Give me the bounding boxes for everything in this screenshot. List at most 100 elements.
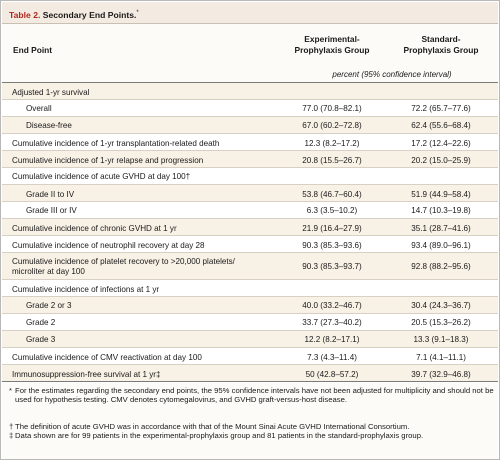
- table-row: Grade 3 12.2 (8.2–17.1) 13.3 (9.1–18.3): [2, 331, 498, 348]
- experimental-value: 12.3 (8.2–17.2): [304, 139, 360, 148]
- row-label-text: Cumulative incidence of chronic GVHD at …: [12, 224, 177, 233]
- table-row: Cumulative incidence of platelet recover…: [2, 253, 498, 280]
- experimental-value: 6.3 (3.5–10.2): [306, 206, 358, 215]
- table-row: Overall 77.0 (70.8–82.1) 72.2 (65.7–77.6): [2, 100, 498, 117]
- row-label-text-continued: microliter at day 100: [12, 266, 85, 276]
- footnote: ‡ Data shown are for 99 patients in the e…: [9, 431, 495, 440]
- table-row: Disease-free 67.0 (60.2–72.8) 62.4 (55.6–6…: [2, 117, 498, 134]
- row-label: Grade 2: [26, 318, 55, 328]
- footnote-mark: ‡: [9, 431, 14, 440]
- experimental-value: 77.0 (70.8–82.1): [302, 104, 362, 113]
- standard-value: 39.7 (32.9–46.8): [411, 370, 471, 379]
- standard-value: 51.9 (44.9–58.4): [411, 190, 471, 199]
- table-row: Cumulative incidence of 1-yr transplanta…: [2, 134, 498, 151]
- row-label: Cumulative incidence of chronic GVHD at …: [12, 224, 177, 234]
- standard-value: 20.5 (15.3–26.2): [411, 318, 471, 327]
- table-title-bar: Table 2. Secondary End Points.*: [2, 2, 498, 24]
- experimental-value: 90.3 (85.3–93.6): [302, 241, 362, 250]
- row-label: Adjusted 1-yr survival: [12, 88, 89, 98]
- table-row: Grade 2 or 3 40.0 (33.2–46.7) 30.4 (24.3–3…: [2, 297, 498, 314]
- table-row: Cumulative incidence of neutrophil recov…: [2, 236, 498, 253]
- footnote-text: Data shown are for 99 patients in the ex…: [15, 431, 424, 440]
- standard-value: 7.1 (4.1–11.1): [416, 353, 466, 362]
- row-label-text: Cumulative incidence of neutrophil recov…: [12, 241, 205, 250]
- row-label-text: Cumulative incidence of acute GVHD at da…: [12, 172, 191, 181]
- row-label-text: Disease-free: [26, 121, 72, 130]
- footnotes: * For the estimates regarding the seconda…: [2, 383, 498, 459]
- standard-value: 17.2 (12.4–22.6): [411, 139, 471, 148]
- table-title-footnote-mark: *: [136, 10, 139, 16]
- row-label-text: Cumulative incidence of platelet recover…: [12, 257, 235, 266]
- experimental-value: 12.2 (8.2–17.1): [304, 335, 360, 344]
- row-label-text: Cumulative incidence of infections at 1 …: [12, 285, 160, 294]
- footnote-text: The definition of acute GVHD was in acco…: [15, 422, 410, 431]
- table-row: Grade III or IV 6.3 (3.5–10.2) 14.7 (10.3–…: [2, 202, 498, 219]
- standard-value: 14.7 (10.3–19.8): [411, 206, 471, 215]
- header-rule: [2, 82, 498, 83]
- experimental-value: 50 (42.8–57.2): [305, 370, 359, 379]
- row-label-text: Cumulative incidence of CMV reactivation…: [12, 353, 202, 362]
- experimental-value: 21.9 (16.4–27.9): [302, 224, 362, 233]
- standard-value: 92.8 (88.2–95.6): [411, 262, 471, 271]
- table-body: Adjusted 1-yr survival Overall 77.0 (70.8–…: [2, 83, 498, 382]
- experimental-value: 40.0 (33.2–46.7): [302, 301, 362, 310]
- header-experimental-line1: Experimental-: [304, 34, 360, 44]
- row-label-text: Grade III or IV: [26, 206, 77, 215]
- header-standard-group: Standard- Prophylaxis Group: [386, 34, 496, 55]
- row-label: Cumulative incidence of platelet recover…: [12, 257, 235, 276]
- row-label: Immunosuppression-free survival at 1 yr‡: [12, 370, 160, 380]
- table-row: Immunosuppression-free survival at 1 yr‡…: [2, 365, 498, 382]
- row-label: Grade 3: [26, 335, 55, 345]
- header-experimental-line2: Prophylaxis Group: [294, 44, 370, 55]
- table-row: Cumulative incidence of infections at 1 …: [2, 280, 498, 297]
- footnote-mark: †: [9, 422, 14, 431]
- standard-value: 20.2 (15.0–25.9): [411, 156, 471, 165]
- table-row: Grade II to IV 53.8 (46.7–60.4) 51.9 (44.9…: [2, 185, 498, 202]
- row-label-text: Adjusted 1-yr survival: [12, 88, 90, 97]
- table-row: Cumulative incidence of acute GVHD at da…: [2, 168, 498, 185]
- footnote: † The definition of acute GVHD was in acc…: [9, 422, 495, 431]
- standard-value: 72.2 (65.7–77.6): [411, 104, 471, 113]
- row-label: Disease-free: [26, 121, 72, 131]
- standard-value: 62.4 (55.6–68.4): [411, 121, 471, 130]
- table-title: Secondary End Points.: [42, 9, 137, 20]
- standard-value: 13.3 (9.1–18.3): [413, 335, 469, 344]
- footnote-mark: *: [9, 386, 12, 395]
- row-label: Overall: [26, 104, 52, 114]
- table-row: Adjusted 1-yr survival: [2, 83, 498, 100]
- experimental-value: 67.0 (60.2–72.8): [302, 121, 362, 130]
- standard-value: 93.4 (89.0–96.1): [411, 241, 471, 250]
- footnote: * For the estimates regarding the seconda…: [9, 386, 495, 404]
- experimental-value: 7.3 (4.3–11.4): [307, 353, 357, 362]
- header-standard-line2: Prophylaxis Group: [403, 44, 479, 55]
- table-header: End Point Experimental- Prophylaxis Grou…: [2, 24, 498, 82]
- row-label-text: Grade 2: [26, 318, 56, 327]
- table-row: Grade 2 33.7 (27.3–40.2) 20.5 (15.3–26.2): [2, 314, 498, 331]
- row-label: Grade III or IV: [26, 206, 77, 216]
- experimental-value: 20.8 (15.5–26.7): [302, 156, 362, 165]
- row-label-text: Grade II to IV: [26, 190, 75, 199]
- row-label: Cumulative incidence of neutrophil recov…: [12, 241, 205, 251]
- header-standard-line1: Standard-: [421, 34, 461, 44]
- table-row: Cumulative incidence of CMV reactivation…: [2, 348, 498, 365]
- table-bottom-rule: [2, 381, 498, 382]
- row-label: Grade II to IV: [26, 190, 74, 200]
- experimental-value: 33.7 (27.3–40.2): [302, 318, 362, 327]
- row-label: Cumulative incidence of infections at 1 …: [12, 285, 159, 295]
- row-label-text: Overall: [26, 104, 52, 113]
- row-label-text: Cumulative incidence of 1-yr transplanta…: [12, 139, 220, 148]
- standard-value: 30.4 (24.3–36.7): [411, 301, 471, 310]
- footnote-text: For the estimates regarding the secondar…: [15, 386, 494, 404]
- experimental-value: 53.8 (46.7–60.4): [302, 190, 362, 199]
- table-row: Cumulative incidence of chronic GVHD at …: [2, 219, 498, 236]
- row-label-text: Immunosuppression-free survival at 1 yr‡: [12, 370, 161, 379]
- header-end-point: End Point: [13, 45, 53, 55]
- row-label: Cumulative incidence of CMV reactivation…: [12, 353, 202, 363]
- row-label-text: Grade 2 or 3: [26, 301, 72, 310]
- row-label: Cumulative incidence of acute GVHD at da…: [12, 172, 190, 182]
- row-label-text: Grade 3: [26, 335, 56, 344]
- row-label-text: Cumulative incidence of 1-yr relapse and…: [12, 156, 204, 165]
- header-units: percent (95% confidence interval): [332, 70, 452, 79]
- row-label: Cumulative incidence of 1-yr transplanta…: [12, 139, 219, 149]
